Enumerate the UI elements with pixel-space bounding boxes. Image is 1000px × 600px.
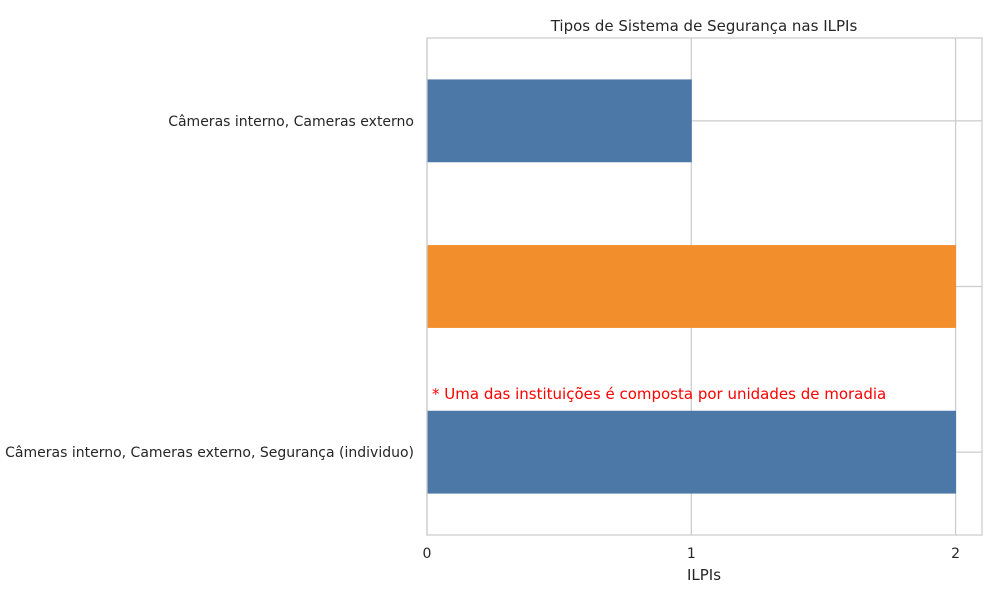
x-axis-label: ILPIs bbox=[687, 566, 721, 584]
annotation-note: * Uma das instituições é composta por un… bbox=[432, 385, 886, 403]
chart-title: Tipos de Sistema de Segurança nas ILPIs bbox=[550, 17, 858, 35]
bar bbox=[427, 79, 692, 163]
category-label: Câmeras interno, Cameras externo, Segura… bbox=[5, 445, 414, 461]
category-label: Câmeras interno, Cameras externo bbox=[168, 114, 414, 130]
x-tick-label: 1 bbox=[687, 546, 696, 562]
category-labels: Câmeras interno, Cameras externo, Segura… bbox=[5, 114, 414, 461]
x-tick-label: 2 bbox=[951, 546, 960, 562]
bars bbox=[427, 79, 957, 494]
x-tick-labels: 0 1 2 bbox=[423, 546, 960, 562]
bar bbox=[427, 410, 957, 494]
x-tick-label: 0 bbox=[423, 546, 432, 562]
plot-frame bbox=[426, 37, 983, 536]
bar bbox=[427, 245, 957, 328]
